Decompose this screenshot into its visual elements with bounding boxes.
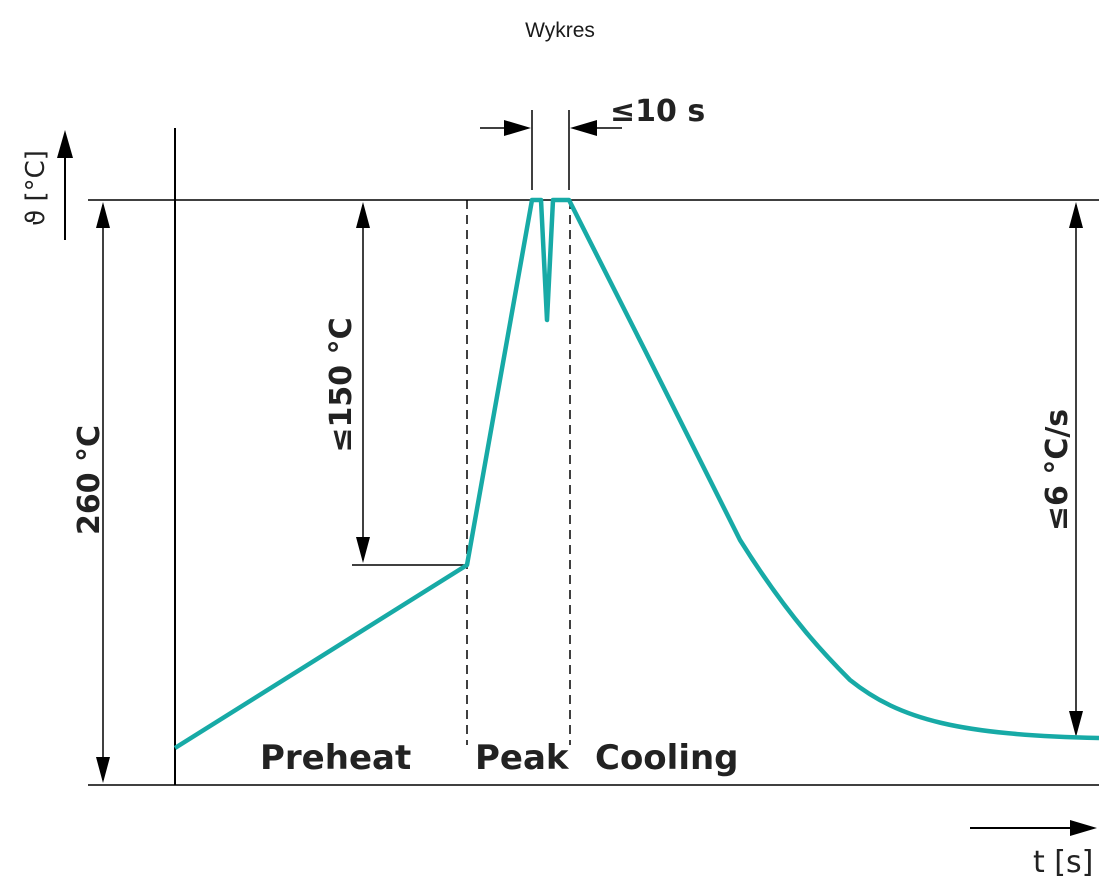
peak-time-label: ≤10 s	[610, 94, 705, 129]
x-axis-label: t [s]	[1033, 845, 1093, 880]
phase-label-cooling: Cooling	[595, 738, 739, 778]
dim-cooling-arrow-top	[1069, 202, 1083, 228]
peak-time-right-arrow	[570, 120, 597, 136]
phase-label-preheat: Preheat	[260, 738, 411, 778]
phase-label-peak: Peak	[475, 738, 570, 778]
temperature-curve	[173, 197, 1099, 750]
dim-260-arrow-top	[96, 202, 110, 228]
dim-150-arrow-bottom	[356, 537, 370, 563]
dim-cooling-label: ≤6 °C/s	[1040, 409, 1075, 531]
chart-title: Wykres	[525, 19, 595, 42]
y-axis-label: ϑ [°C]	[21, 150, 51, 226]
dim-150-label: ≤150 °C	[324, 317, 359, 452]
dim-260-label: 260 °C	[72, 425, 107, 535]
y-axis-arrow-head	[57, 130, 73, 158]
dim-260-arrow-bottom	[96, 757, 110, 783]
x-axis-arrow-head	[1070, 820, 1097, 836]
dim-cooling-arrow-bottom	[1069, 711, 1083, 737]
dim-150-arrow-top	[356, 202, 370, 228]
peak-time-left-arrow	[504, 120, 531, 136]
